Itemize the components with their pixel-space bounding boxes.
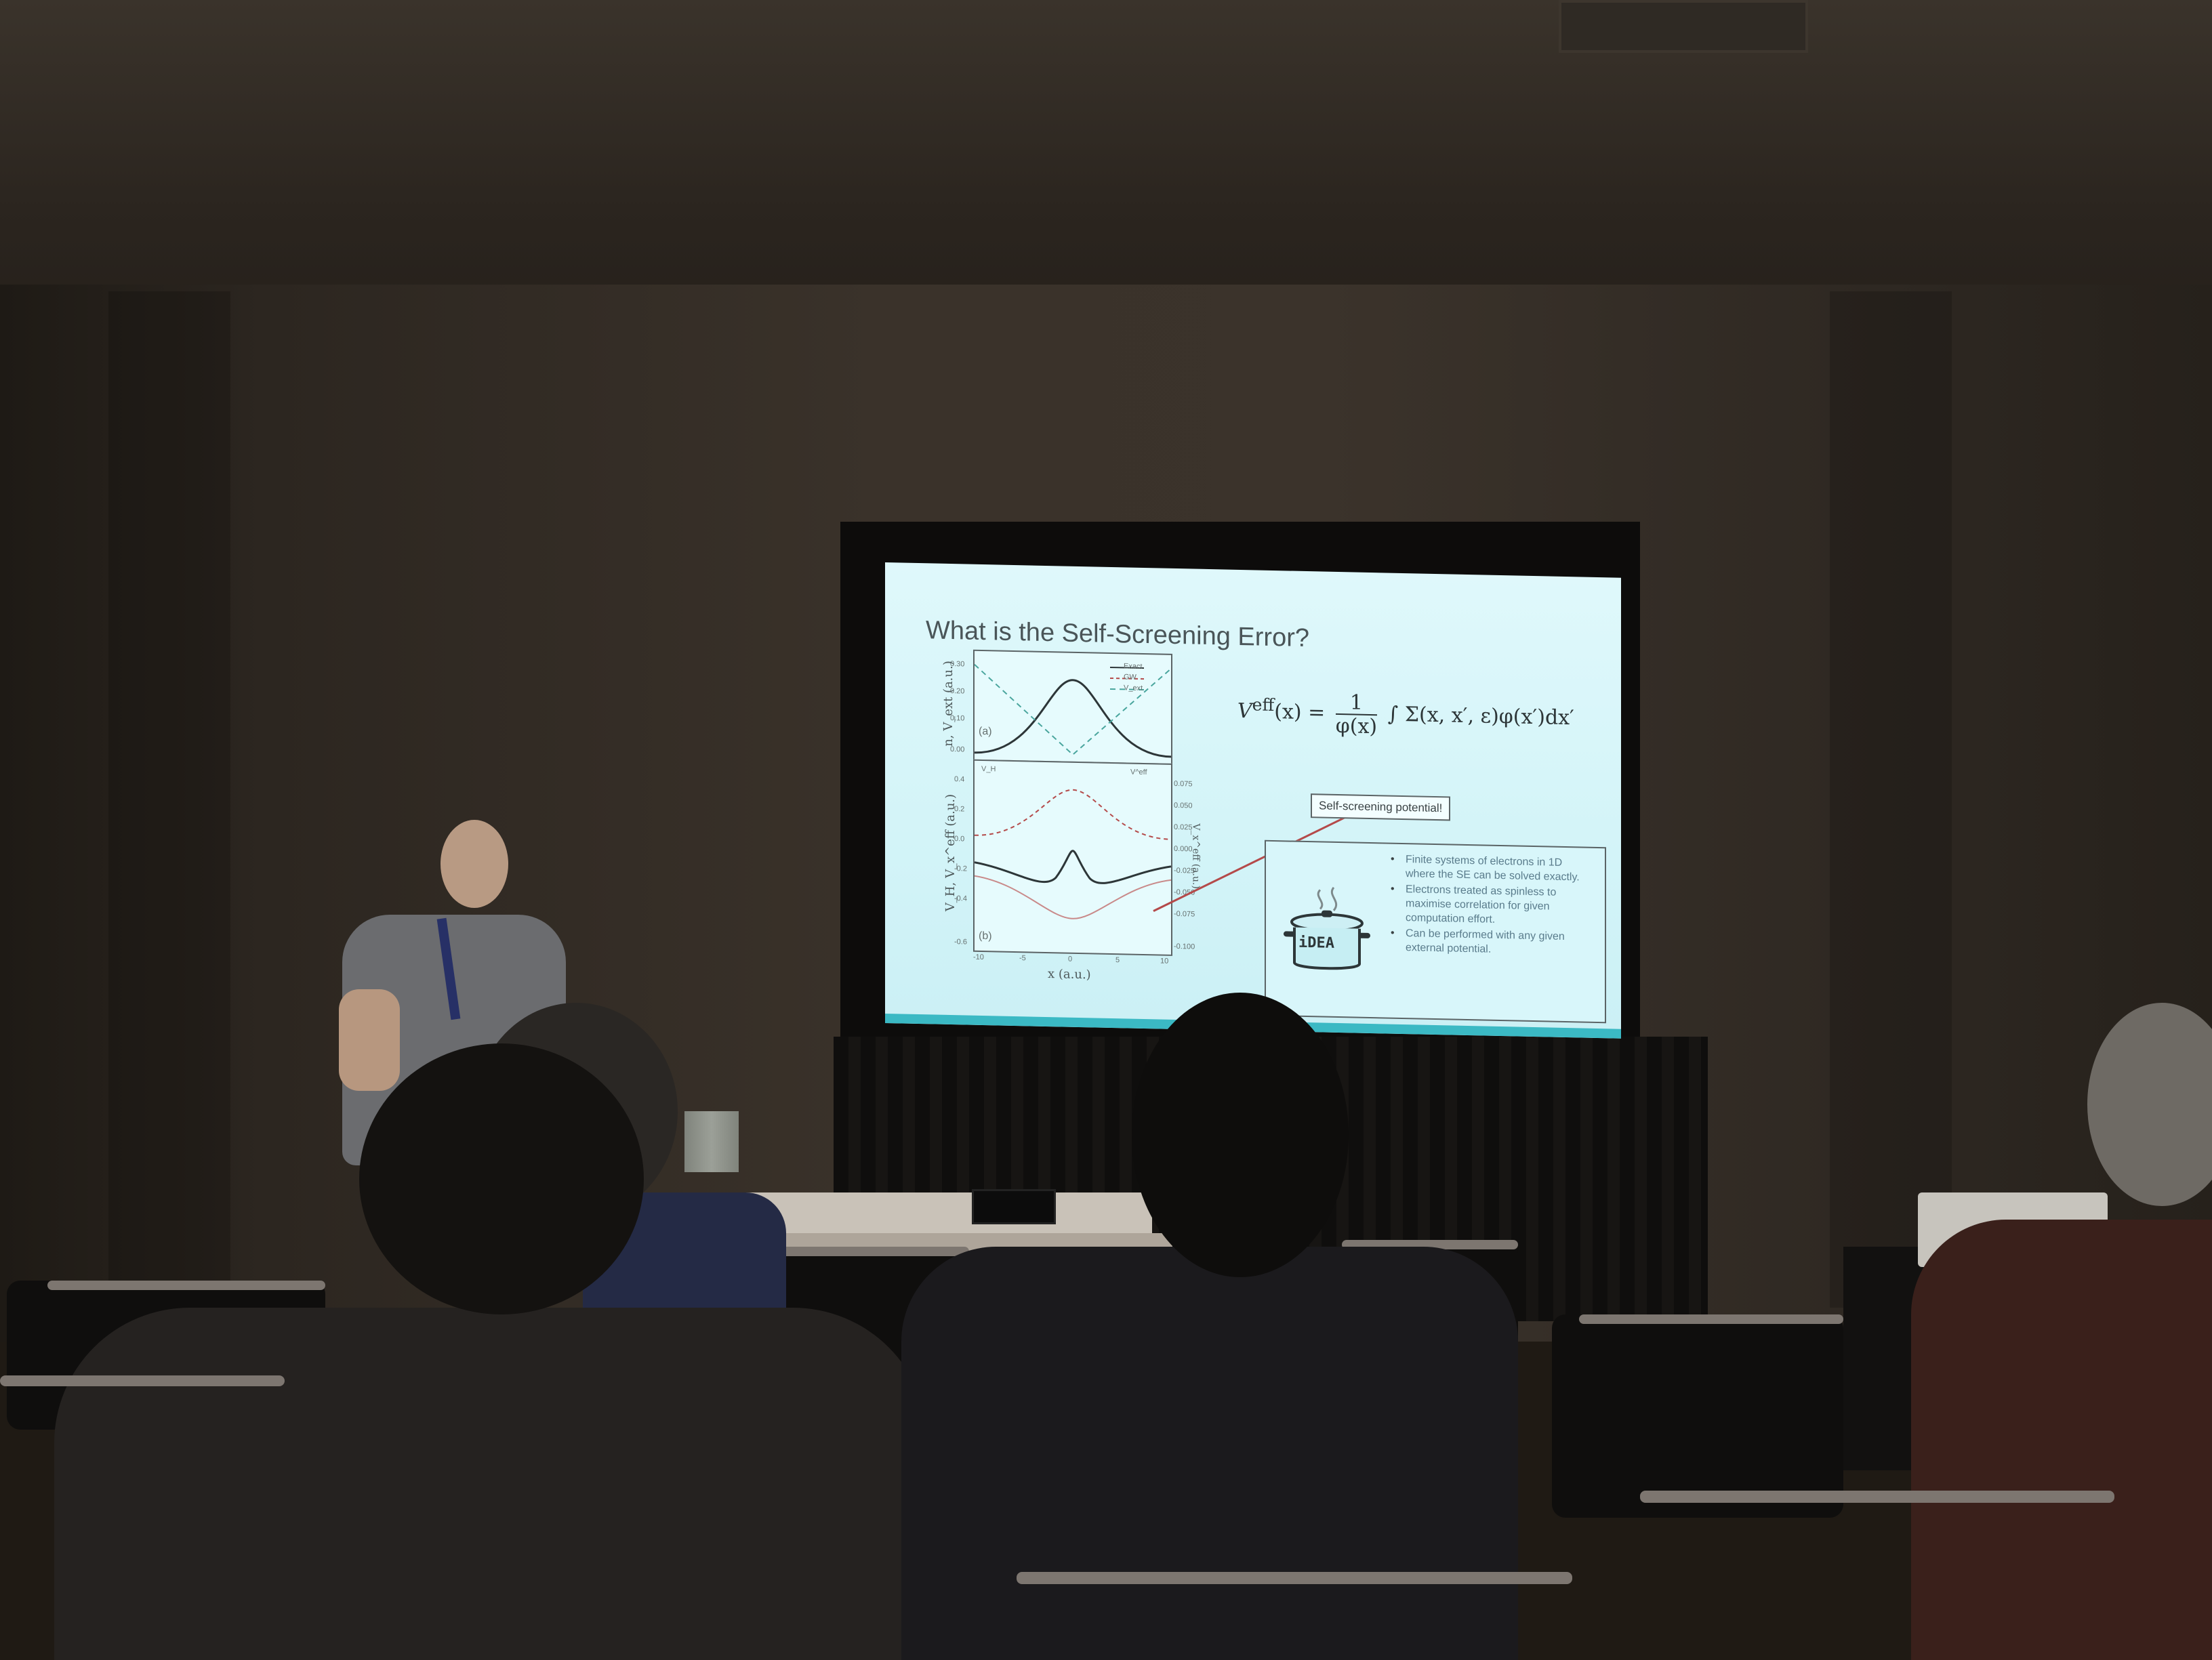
formula: Veff(x) = 1 φ(x) ∫ Σ(x, x′, ε)φ(x′)dx′ xyxy=(1237,689,1574,742)
wall-pilaster xyxy=(1830,291,1952,1308)
panel-b-ytick: 0.4 xyxy=(954,775,965,784)
ceiling-panel xyxy=(1559,0,1808,53)
cooking-pot-icon xyxy=(1284,886,1370,970)
formula-numerator: 1 xyxy=(1335,690,1378,716)
formula-lhs-arg: (x) = xyxy=(1274,700,1326,725)
chair-rail xyxy=(1579,1314,1843,1324)
formula-denominator: φ(x) xyxy=(1335,713,1378,739)
chair-rail xyxy=(1017,1572,1572,1584)
audience-member-body xyxy=(54,1308,928,1660)
legend-exact: Exact xyxy=(1124,662,1143,671)
self-screening-callout: Self-screening potential! xyxy=(1311,793,1451,821)
chair-rail xyxy=(0,1375,285,1386)
panel-b-right-y-axis-label: V_x^eff (a.u.) xyxy=(1190,823,1202,890)
figure-plot: Exact GW V_ext (a) 0.30 0.20 0.10 0.00 V… xyxy=(941,649,1201,993)
presentation-slide: What is the Self-Screening Error? Veff(x… xyxy=(885,562,1621,1039)
panel-a-tag: (a) xyxy=(979,725,992,738)
panel-b-right-ytick: -0.075 xyxy=(1174,909,1195,919)
x-axis-label: x (a.u.) xyxy=(1048,967,1091,982)
panel-a-curves xyxy=(974,664,1172,758)
plot-panel-b: V_H V^eff (b) 0.4 0.2 0.0 -0.2 -0.4 -0.6… xyxy=(954,759,1195,956)
bullet-list: Finite systems of electrons in 1D where … xyxy=(1388,852,1591,960)
chair-back xyxy=(1552,1314,1843,1518)
legend-vext: V_ext xyxy=(1124,684,1143,692)
external-potential-curve xyxy=(974,664,1172,756)
exact-effective-potential-curve xyxy=(974,875,1172,919)
audience-member-head xyxy=(1132,993,1349,1277)
idea-logo-text: iDEA xyxy=(1298,934,1334,952)
audience-member-head xyxy=(359,1043,644,1314)
formula-lhs: V xyxy=(1237,699,1252,724)
hartree-potential-curve xyxy=(974,789,1172,840)
legend-gw: GW xyxy=(1124,673,1136,682)
panel-a-y-axis-label: n, V_ext (a.u.) xyxy=(941,660,956,747)
speaker-head xyxy=(441,820,508,908)
panel-b-right-ytick: 0.075 xyxy=(1174,779,1193,789)
effective-potential-curve xyxy=(974,850,1172,884)
panel-b-right-ytick: -0.100 xyxy=(1174,942,1195,951)
water-bottles xyxy=(684,1111,739,1172)
xtick: 5 xyxy=(1115,956,1120,965)
panel-b-right-ytick: 0.050 xyxy=(1174,801,1193,810)
bullet-item: Finite systems of electrons in 1D where … xyxy=(1388,852,1591,885)
bullet-item: Can be performed with any given external… xyxy=(1388,926,1591,959)
bullet-item: Electrons treated as spinless to maximis… xyxy=(1388,882,1591,929)
audience-member-body xyxy=(1911,1220,2212,1660)
xtick: 0 xyxy=(1068,955,1073,963)
xtick: -10 xyxy=(973,953,984,962)
black-device-box xyxy=(972,1189,1056,1224)
formula-lhs-sup: eff xyxy=(1252,694,1275,715)
audience-member-head xyxy=(2087,1003,2212,1206)
speaker-arm xyxy=(339,989,400,1091)
exact-density-curve xyxy=(974,679,1172,758)
legend-line-exact xyxy=(1110,666,1144,669)
legend-vh: V_H xyxy=(981,764,996,774)
xtick: -5 xyxy=(1019,954,1026,963)
formula-fraction: 1 φ(x) xyxy=(1335,690,1378,739)
panel-b-curves xyxy=(974,789,1172,919)
legend-veff: V^eff xyxy=(1130,768,1147,777)
panel-b-tag: (b) xyxy=(979,930,992,942)
audience-member-body xyxy=(901,1247,1518,1660)
chair-rail xyxy=(739,1247,969,1256)
chair-rail xyxy=(47,1281,325,1290)
wall-pilaster xyxy=(108,291,230,1308)
formula-rhs: ∫ Σ(x, x′, ε)φ(x′)dx′ xyxy=(1387,702,1574,730)
idea-box: iDEA Finite systems of electrons in 1D w… xyxy=(1265,839,1606,1024)
plot-panel-a: Exact GW V_ext (a) 0.30 0.20 0.10 0.00 xyxy=(950,649,1172,765)
chair-rail xyxy=(1640,1491,2114,1503)
panel-b-y-axis-label: V_H, V_x^eff (a.u.) xyxy=(943,793,958,912)
slide-title: What is the Self-Screening Error? xyxy=(926,616,1310,653)
panel-b-ytick: -0.6 xyxy=(954,938,967,947)
xtick: 10 xyxy=(1160,957,1169,966)
